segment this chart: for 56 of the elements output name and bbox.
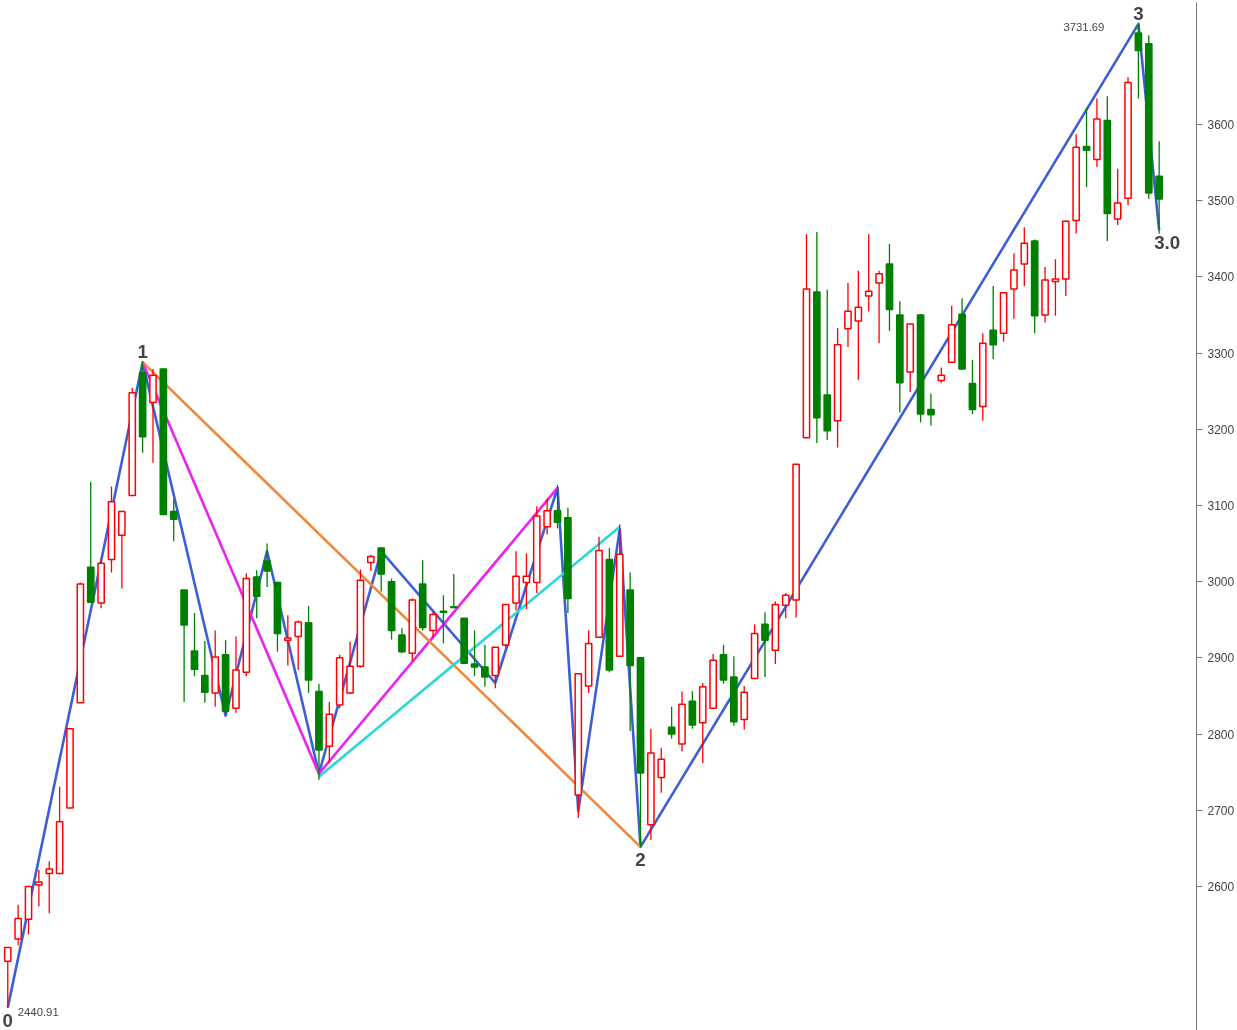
candlestick <box>989 285 998 360</box>
y-tick-label: 2800 <box>1207 727 1235 742</box>
candlestick <box>169 498 178 542</box>
candlestick <box>667 705 676 740</box>
candlestick <box>1113 167 1122 226</box>
candlestick <box>688 690 697 730</box>
candlestick <box>1010 252 1018 320</box>
candlestick <box>439 594 448 645</box>
candlestick <box>3 946 12 1009</box>
candlestick <box>657 747 666 794</box>
candlestick <box>1155 140 1164 235</box>
candlestick <box>553 484 562 529</box>
candlestick <box>1020 226 1029 287</box>
annotation: 0 <box>2 1009 13 1030</box>
candlestick <box>429 610 437 639</box>
candlestick <box>283 614 292 667</box>
candlestick <box>45 860 54 914</box>
candlestick <box>294 619 303 671</box>
candlestick <box>118 510 126 590</box>
candlestick <box>263 542 271 588</box>
candlestick <box>927 392 935 427</box>
annotation: 2 <box>635 848 646 870</box>
candlestick <box>781 592 790 619</box>
annotation: 3731.69 <box>1063 20 1105 33</box>
y-tick-label: 3300 <box>1207 346 1235 361</box>
candlestick <box>449 573 458 609</box>
candlestick <box>844 282 852 348</box>
candlestick <box>1134 23 1143 100</box>
y-tick-label: 2600 <box>1207 879 1235 894</box>
candlestick <box>761 611 769 678</box>
candlestick <box>252 569 261 619</box>
candlestick <box>854 270 863 381</box>
candlestick <box>35 869 43 907</box>
candlestick <box>200 640 209 704</box>
annotation: 1 <box>137 341 148 363</box>
annotation: 3.0 <box>1154 232 1181 254</box>
y-tick-label: 3500 <box>1207 194 1235 209</box>
candlestick <box>14 904 22 946</box>
candlestick <box>543 497 552 536</box>
candlestick <box>864 233 873 312</box>
y-tick-label: 3200 <box>1207 422 1235 437</box>
annotation: 3 <box>1133 2 1144 24</box>
candlestick <box>481 644 489 688</box>
candlestick <box>875 270 883 344</box>
y-tick-label: 3100 <box>1207 498 1235 513</box>
candlestick <box>190 612 199 677</box>
y-tick-label: 2900 <box>1207 651 1235 666</box>
y-tick-label: 3000 <box>1207 575 1235 590</box>
y-tick-label: 3600 <box>1207 117 1235 132</box>
candlestick <box>1082 107 1091 188</box>
candlestick <box>1051 258 1060 317</box>
candlestick <box>398 627 406 654</box>
y-tick-label: 3400 <box>1207 270 1235 285</box>
y-tick-label: 2700 <box>1207 803 1235 818</box>
candlestick <box>470 629 479 677</box>
annotation: 2440.91 <box>17 1005 59 1018</box>
